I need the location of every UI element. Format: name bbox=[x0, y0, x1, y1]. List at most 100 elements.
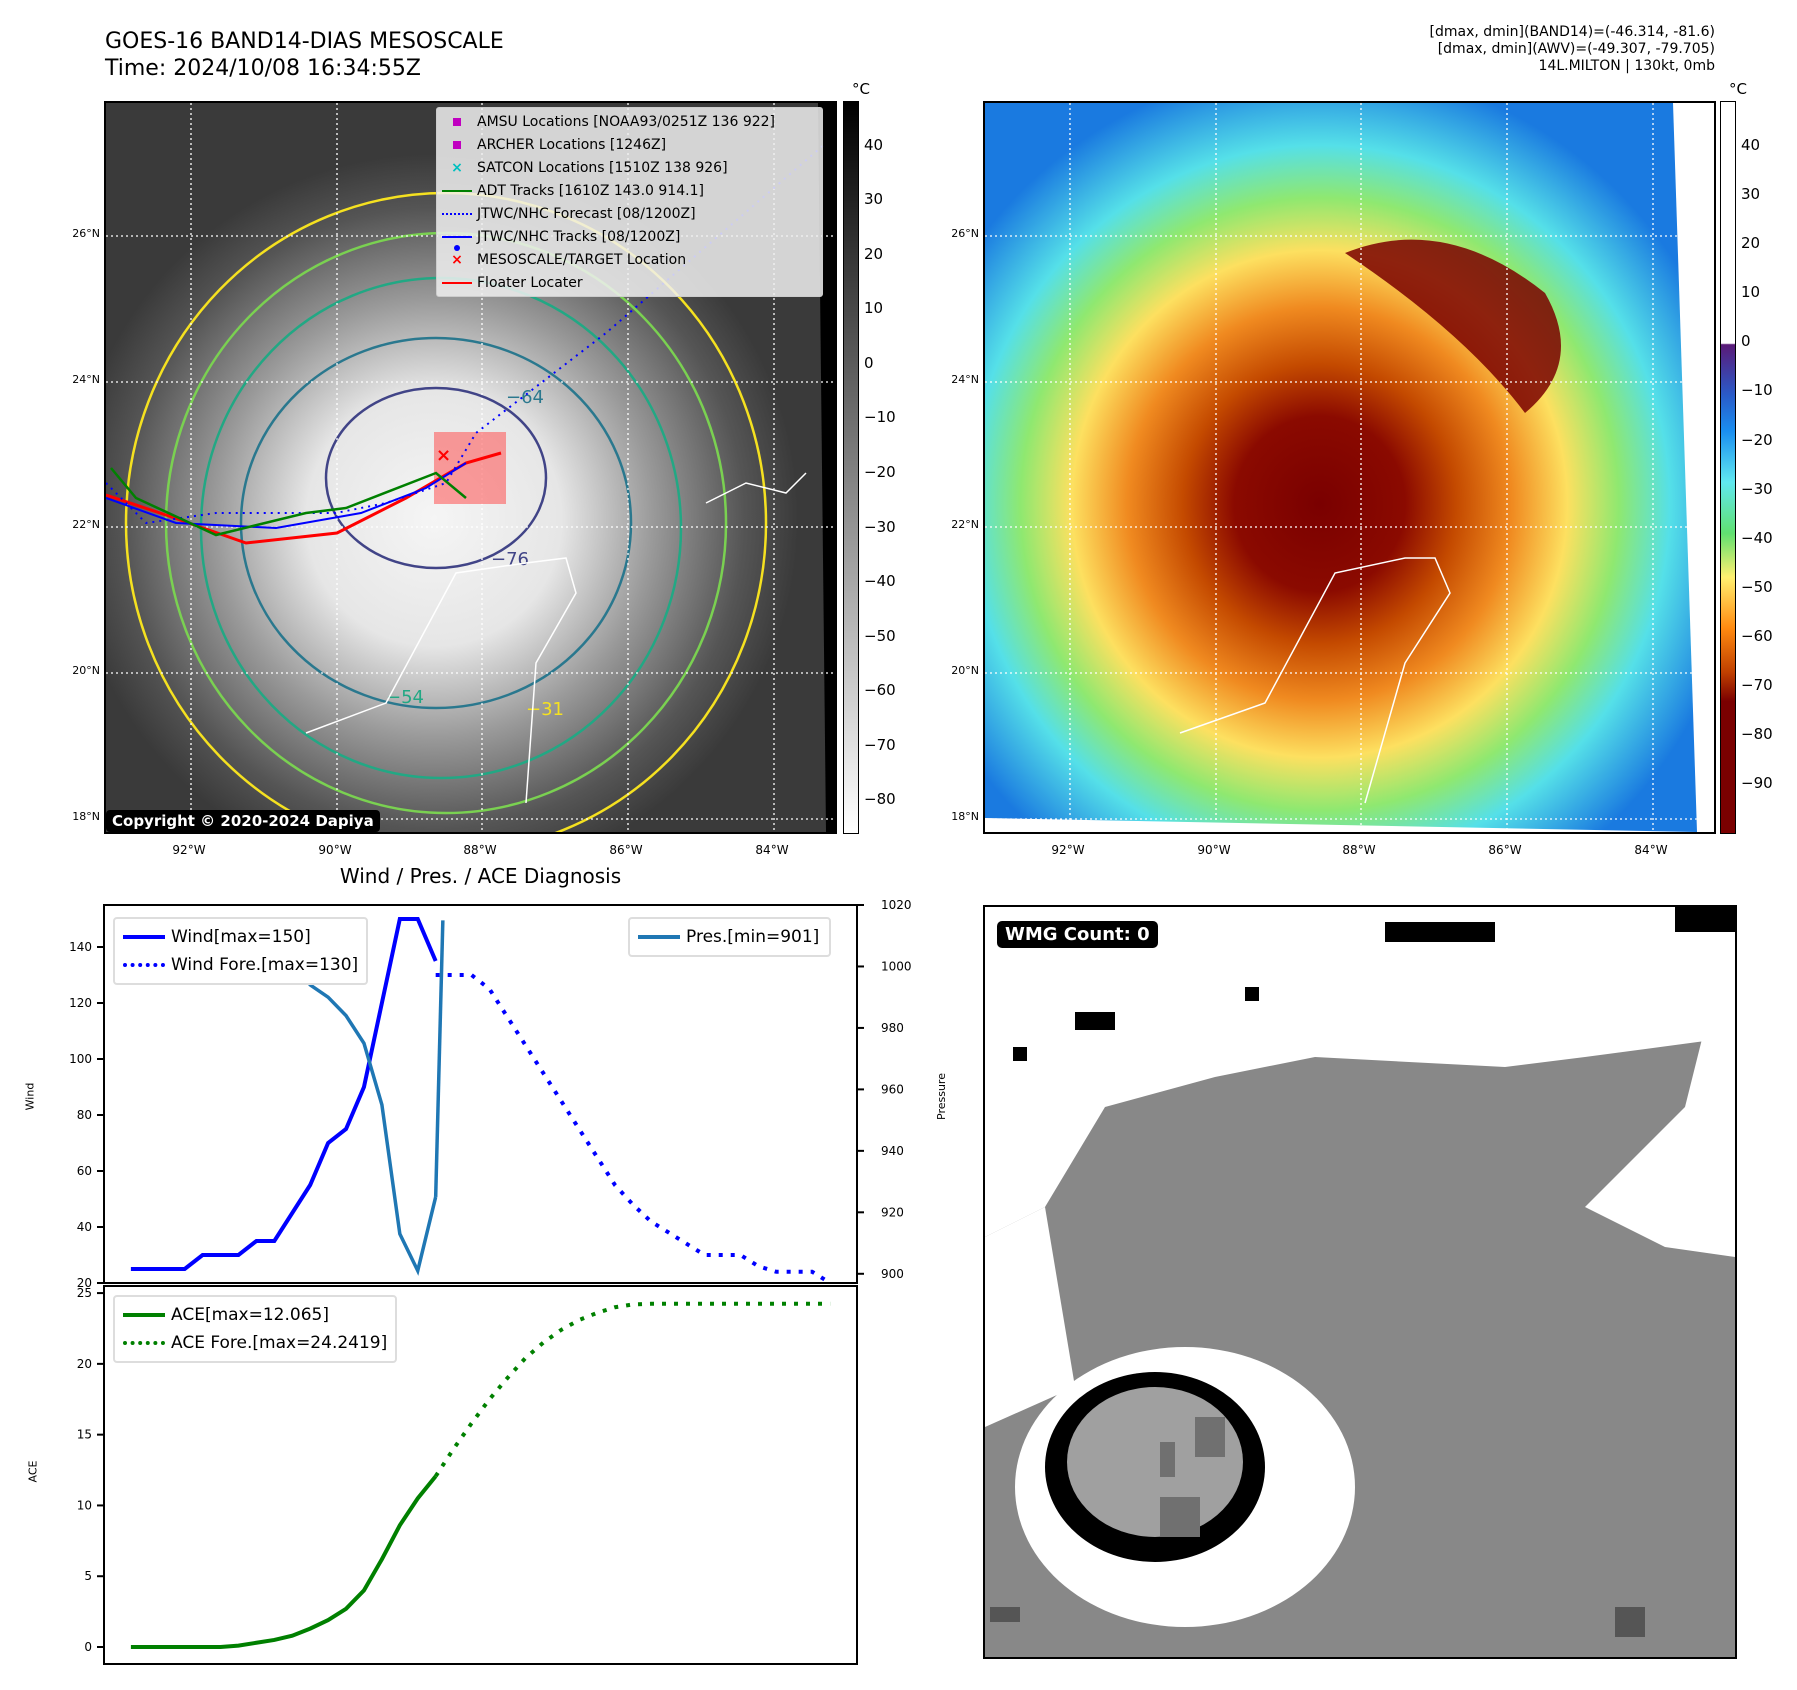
coastline bbox=[705, 472, 807, 504]
lon-tick-label: 88°W bbox=[463, 843, 497, 857]
info-block: [dmax, dmin](BAND14)=(-46.314, -81.6) [d… bbox=[1430, 24, 1716, 75]
y2-tick-label: 920 bbox=[881, 1205, 904, 1219]
y-tick-label: 80 bbox=[77, 1108, 92, 1122]
legend-item-ace: ACE[max=12.065] bbox=[117, 1301, 387, 1329]
x-marker-icon: × bbox=[451, 251, 463, 268]
wmg-block bbox=[1615, 1607, 1645, 1637]
colorbar-tick-label: −20 bbox=[864, 462, 896, 481]
lat-tick-label: 24°N bbox=[72, 373, 100, 386]
title-line-1: GOES-16 BAND14-DIAS MESOSCALE bbox=[105, 29, 504, 54]
series-line-pres- bbox=[433, 920, 445, 1197]
contour-label: −54 bbox=[386, 687, 424, 708]
target-x-icon: × bbox=[436, 445, 451, 466]
legend-item-jtwc-tracks: JTWC/NHC Tracks [08/1200Z] bbox=[437, 225, 822, 251]
jtwc-track bbox=[106, 462, 467, 530]
line-marker-icon bbox=[442, 281, 472, 284]
colorbar-tick-label: 20 bbox=[1741, 234, 1761, 253]
colorbar-tick-label: −30 bbox=[1741, 479, 1773, 498]
y-tick-label: 0 bbox=[84, 1640, 92, 1654]
colorbar-tick-label: −50 bbox=[1741, 577, 1773, 596]
colorbar-tick-label: 10 bbox=[864, 299, 884, 318]
colorbar-tick-label: −60 bbox=[1741, 626, 1773, 645]
lon-tick-label: 92°W bbox=[172, 843, 206, 857]
legend-item-wind-fore: Wind Fore.[max=130] bbox=[117, 951, 358, 979]
wmg-block bbox=[1385, 922, 1495, 942]
y2-tick-label: 980 bbox=[881, 1021, 904, 1035]
legend-item-ace-fore: ACE Fore.[max=24.2419] bbox=[117, 1329, 387, 1357]
y2-tick-label: 960 bbox=[881, 1082, 904, 1096]
square-marker-icon bbox=[453, 140, 461, 149]
info-line-2: [dmax, dmin](AWV)=(-49.307, -79.705) bbox=[1437, 41, 1715, 57]
line-marker-icon bbox=[442, 189, 472, 192]
legend-item-floater: Floater Locater bbox=[437, 271, 822, 294]
wmg-block bbox=[1245, 987, 1259, 1001]
legend-item-mesoscale: × MESOSCALE/TARGET Location bbox=[437, 248, 822, 271]
colorbar-tick-label: 10 bbox=[1741, 283, 1761, 302]
line-marker-icon bbox=[638, 935, 680, 939]
lon-tick-label: 86°W bbox=[609, 843, 643, 857]
wmg-block bbox=[1160, 1442, 1175, 1477]
y-tick-label: 100 bbox=[69, 1052, 92, 1066]
adt-track bbox=[110, 467, 467, 537]
lat-tick-label: 26°N bbox=[951, 227, 979, 240]
square-marker-icon bbox=[453, 117, 461, 126]
legend-item-jtwc-forecast: JTWC/NHC Forecast [08/1200Z] bbox=[437, 202, 822, 225]
ace-axis-label: ACE bbox=[26, 1460, 40, 1483]
mesoscale-target-box bbox=[434, 432, 506, 504]
colorbar-tick-label: −80 bbox=[1741, 724, 1773, 743]
awv-map-canvas bbox=[985, 103, 1714, 832]
colorbar-tick-label: −70 bbox=[1741, 675, 1773, 694]
y-tick-label: 10 bbox=[77, 1498, 92, 1512]
lat-tick-label: 24°N bbox=[951, 373, 979, 386]
line-dot-icon bbox=[442, 235, 472, 238]
series-line-wind-fore- bbox=[435, 973, 832, 1285]
copyright-label: Copyright © 2020-2024 Dapiya bbox=[106, 810, 380, 832]
contour-label: −31 bbox=[526, 699, 564, 720]
lon-tick-label: 84°W bbox=[755, 843, 789, 857]
lat-tick-label: 18°N bbox=[951, 810, 979, 823]
legend-item-amsu: AMSU Locations [NOAA93/0251Z 136 922] bbox=[437, 110, 822, 133]
y-tick-label: 15 bbox=[77, 1428, 92, 1442]
colorbar-tick-label: −30 bbox=[864, 517, 896, 536]
lon-tick-label: 86°W bbox=[1488, 843, 1522, 857]
legend-item-adt: ADT Tracks [1610Z 143.0 914.1] bbox=[437, 179, 822, 202]
y-tick-label: 25 bbox=[77, 1286, 92, 1300]
colorbar-tick-label: 30 bbox=[864, 190, 884, 209]
colorbar-tick-label: 0 bbox=[1741, 332, 1751, 351]
lon-tick-label: 84°W bbox=[1634, 843, 1668, 857]
wmg-block bbox=[1195, 1417, 1225, 1457]
lat-tick-label: 20°N bbox=[951, 664, 979, 677]
title-line-2: Time: 2024/10/08 16:34:55Z bbox=[105, 56, 421, 81]
contour-label: −76 bbox=[491, 549, 529, 570]
colorbar-tick-label: 30 bbox=[1741, 185, 1761, 204]
awv-field bbox=[985, 103, 1697, 832]
lat-tick-label: 22°N bbox=[951, 518, 979, 531]
ir-satellite-map: −64 −76 −54 −31 × AMSU Locations [NOAA93… bbox=[104, 101, 837, 834]
legend-item-archer: ARCHER Locations [1246Z] bbox=[437, 133, 822, 156]
colorbar-tick-label: 20 bbox=[864, 244, 884, 263]
wmg-clear-region bbox=[1585, 907, 1735, 1257]
contour-line bbox=[324, 386, 548, 570]
y2-tick-label: 940 bbox=[881, 1144, 904, 1158]
wmg-count-label: WMG Count: 0 bbox=[997, 921, 1158, 948]
dotted-line-icon bbox=[123, 963, 165, 967]
y-tick-label: 20 bbox=[77, 1276, 92, 1290]
y2-tick-label: 1000 bbox=[881, 959, 912, 973]
wmg-clear-region bbox=[985, 907, 1735, 1237]
wind-legend: Wind[max=150] Wind Fore.[max=130] bbox=[113, 917, 369, 985]
colorbar-tick-label: −70 bbox=[864, 735, 896, 754]
colorbar-tick-label: 40 bbox=[864, 135, 884, 154]
info-line-1: [dmax, dmin](BAND14)=(-46.314, -81.6) bbox=[1429, 24, 1716, 40]
legend-item-wind: Wind[max=150] bbox=[117, 923, 358, 951]
line-marker-icon bbox=[123, 935, 165, 939]
y-tick-label: 5 bbox=[84, 1569, 92, 1583]
info-line-3: 14L.MILTON | 130kt, 0mb bbox=[1538, 58, 1715, 74]
figure-title: GOES-16 BAND14-DIAS MESOSCALE Time: 2024… bbox=[105, 28, 504, 82]
y-tick-label: 20 bbox=[77, 1357, 92, 1371]
y-tick-label: 40 bbox=[77, 1220, 92, 1234]
y2-tick-label: 900 bbox=[881, 1267, 904, 1281]
lon-tick-label: 90°W bbox=[1197, 843, 1231, 857]
lat-tick-label: 20°N bbox=[72, 664, 100, 677]
wmg-block bbox=[990, 1607, 1020, 1622]
colorbar-tick-label: −10 bbox=[864, 408, 896, 427]
